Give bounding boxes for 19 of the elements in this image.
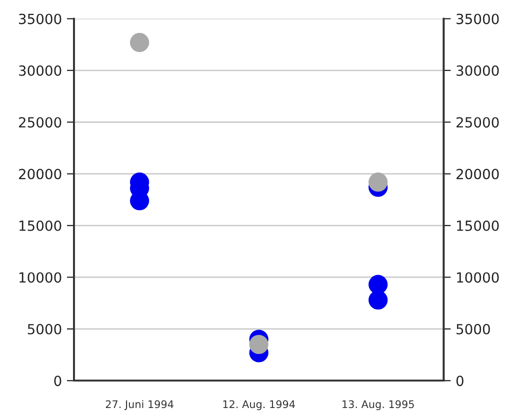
y2-tick-label: 30000 <box>456 65 499 76</box>
y2-tick-label: 35000 <box>456 14 499 24</box>
y-tick-label: 5000 <box>28 324 62 334</box>
x-tick-label: 27. Juni 1994 <box>106 400 174 410</box>
y2-tick-label: 10000 <box>457 272 499 283</box>
y-tick-label: 0 <box>54 376 62 386</box>
y2-tick-label: 20000 <box>456 168 499 180</box>
y-tick-label: 15000 <box>19 220 62 232</box>
y-tick-label: 10000 <box>19 272 62 283</box>
y-tick-label: 35000 <box>19 14 62 24</box>
y2-tick-label: 0 <box>456 376 464 386</box>
y-tick-label: 20000 <box>18 168 62 180</box>
x-tick-label: 13. Aug. 1995 <box>342 400 414 410</box>
y-tick-label: 25000 <box>18 117 62 128</box>
y-tick-label: 30000 <box>19 65 62 76</box>
y2-tick-label: 15000 <box>457 220 499 232</box>
x-tick-label: 12. Aug. 1994 <box>223 400 295 410</box>
y2-tick-label: 25000 <box>456 117 499 128</box>
y2-tick-label: 5000 <box>456 324 490 334</box>
